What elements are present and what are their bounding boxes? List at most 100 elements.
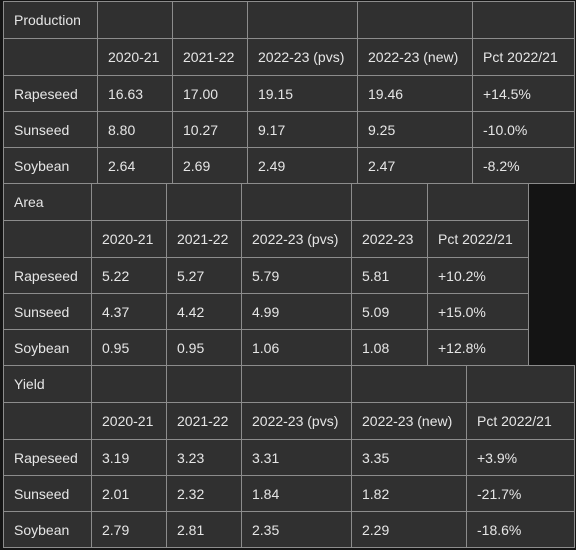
table-cell: 1.06 <box>241 329 352 366</box>
table-title-row: Production <box>3 1 575 39</box>
table-cell: 3.19 <box>91 439 167 476</box>
empty-cell <box>3 38 98 76</box>
empty-cell <box>166 183 242 221</box>
table-cell: 16.63 <box>97 75 173 112</box>
row-label: Sunseed <box>3 293 92 330</box>
table-cell: 1.84 <box>241 475 352 512</box>
table-cell: 5.79 <box>241 257 352 294</box>
table-cell: 2.81 <box>166 511 242 548</box>
table-cell: 2.32 <box>166 475 242 512</box>
table-cell: 2.29 <box>351 511 467 548</box>
table-cell: +15.0% <box>427 293 529 330</box>
column-header-row: 2020-21 2021-22 2022-23 (pvs) 2022-23 (n… <box>3 38 575 76</box>
column-header: 2022-23 <box>351 220 428 258</box>
table-cell: -21.7% <box>466 475 575 512</box>
column-header: 2021-22 <box>172 38 248 76</box>
table-cell: 3.23 <box>166 439 242 476</box>
row-label: Soybean <box>3 329 92 366</box>
table-cell: -18.6% <box>466 511 575 548</box>
row-label: Sunseed <box>3 111 98 148</box>
table-cell: 5.27 <box>166 257 242 294</box>
table-title-row: Yield <box>3 365 575 403</box>
empty-cell <box>466 365 575 403</box>
table-cell: 8.80 <box>97 111 173 148</box>
table-row: Rapeseed 3.19 3.23 3.31 3.35 +3.9% <box>3 439 575 476</box>
yield-table: Yield 2020-21 2021-22 2022-23 (pvs) 2022… <box>3 365 575 548</box>
table-row: Soybean 0.95 0.95 1.06 1.08 +12.8% <box>3 329 529 366</box>
table-title: Yield <box>3 365 92 403</box>
table-cell: 2.01 <box>91 475 167 512</box>
table-cell: 9.25 <box>357 111 473 148</box>
row-label: Rapeseed <box>3 439 92 476</box>
table-row: Sunseed 2.01 2.32 1.84 1.82 -21.7% <box>3 475 575 512</box>
row-label: Soybean <box>3 511 92 548</box>
empty-cell <box>241 365 352 403</box>
table-row: Soybean 2.64 2.69 2.49 2.47 -8.2% <box>3 147 575 184</box>
empty-cell <box>472 1 575 39</box>
column-header: 2022-23 (pvs) <box>241 402 352 440</box>
empty-cell <box>3 220 92 258</box>
column-header: 2020-21 <box>91 220 167 258</box>
area-table: Area 2020-21 2021-22 2022-23 (pvs) 2022-… <box>3 183 529 366</box>
table-cell: 5.22 <box>91 257 167 294</box>
table-cell: 5.81 <box>351 257 428 294</box>
empty-cell <box>91 365 167 403</box>
empty-cell <box>3 402 92 440</box>
column-header: 2022-23 (pvs) <box>247 38 358 76</box>
table-cell: 5.09 <box>351 293 428 330</box>
empty-cell <box>166 365 242 403</box>
row-label: Soybean <box>3 147 98 184</box>
table-cell: +12.8% <box>427 329 529 366</box>
table-title: Area <box>3 183 92 221</box>
empty-cell <box>241 183 352 221</box>
table-cell: 17.00 <box>172 75 248 112</box>
column-header: 2022-23 (new) <box>357 38 473 76</box>
column-header: Pct 2022/21 <box>427 220 529 258</box>
column-header-row: 2020-21 2021-22 2022-23 (pvs) 2022-23 (n… <box>3 402 575 440</box>
table-cell: 19.15 <box>247 75 358 112</box>
table-cell: 0.95 <box>166 329 242 366</box>
column-header: Pct 2022/21 <box>466 402 575 440</box>
table-cell: -10.0% <box>472 111 575 148</box>
column-header: 2021-22 <box>166 220 242 258</box>
column-header: Pct 2022/21 <box>472 38 575 76</box>
table-cell: 9.17 <box>247 111 358 148</box>
table-cell: 2.49 <box>247 147 358 184</box>
empty-cell <box>91 183 167 221</box>
column-header: 2020-21 <box>97 38 173 76</box>
column-header-row: 2020-21 2021-22 2022-23 (pvs) 2022-23 Pc… <box>3 220 529 258</box>
column-header: 2020-21 <box>91 402 167 440</box>
table-title-row: Area <box>3 183 529 221</box>
column-header: 2021-22 <box>166 402 242 440</box>
empty-cell <box>172 1 248 39</box>
table-cell: -8.2% <box>472 147 575 184</box>
empty-cell <box>357 1 473 39</box>
table-cell: 2.47 <box>357 147 473 184</box>
row-label: Rapeseed <box>3 257 92 294</box>
table-cell: 2.35 <box>241 511 352 548</box>
table-row: Rapeseed 16.63 17.00 19.15 19.46 +14.5% <box>3 75 575 112</box>
table-cell: 3.31 <box>241 439 352 476</box>
empty-cell <box>247 1 358 39</box>
table-title: Production <box>3 1 98 39</box>
empty-cell <box>351 365 467 403</box>
table-cell: 4.37 <box>91 293 167 330</box>
table-cell: +10.2% <box>427 257 529 294</box>
table-cell: 10.27 <box>172 111 248 148</box>
column-header: 2022-23 (pvs) <box>241 220 352 258</box>
table-cell: 4.99 <box>241 293 352 330</box>
table-row: Rapeseed 5.22 5.27 5.79 5.81 +10.2% <box>3 257 529 294</box>
empty-cell <box>351 183 428 221</box>
table-row: Soybean 2.79 2.81 2.35 2.29 -18.6% <box>3 511 575 548</box>
empty-cell <box>97 1 173 39</box>
table-cell: 4.42 <box>166 293 242 330</box>
table-cell: +3.9% <box>466 439 575 476</box>
production-table: Production 2020-21 2021-22 2022-23 (pvs)… <box>3 1 575 184</box>
table-cell: 2.79 <box>91 511 167 548</box>
table-cell: 2.64 <box>97 147 173 184</box>
table-cell: 2.69 <box>172 147 248 184</box>
table-cell: 1.08 <box>351 329 428 366</box>
table-cell: +14.5% <box>472 75 575 112</box>
row-label: Rapeseed <box>3 75 98 112</box>
table-cell: 19.46 <box>357 75 473 112</box>
